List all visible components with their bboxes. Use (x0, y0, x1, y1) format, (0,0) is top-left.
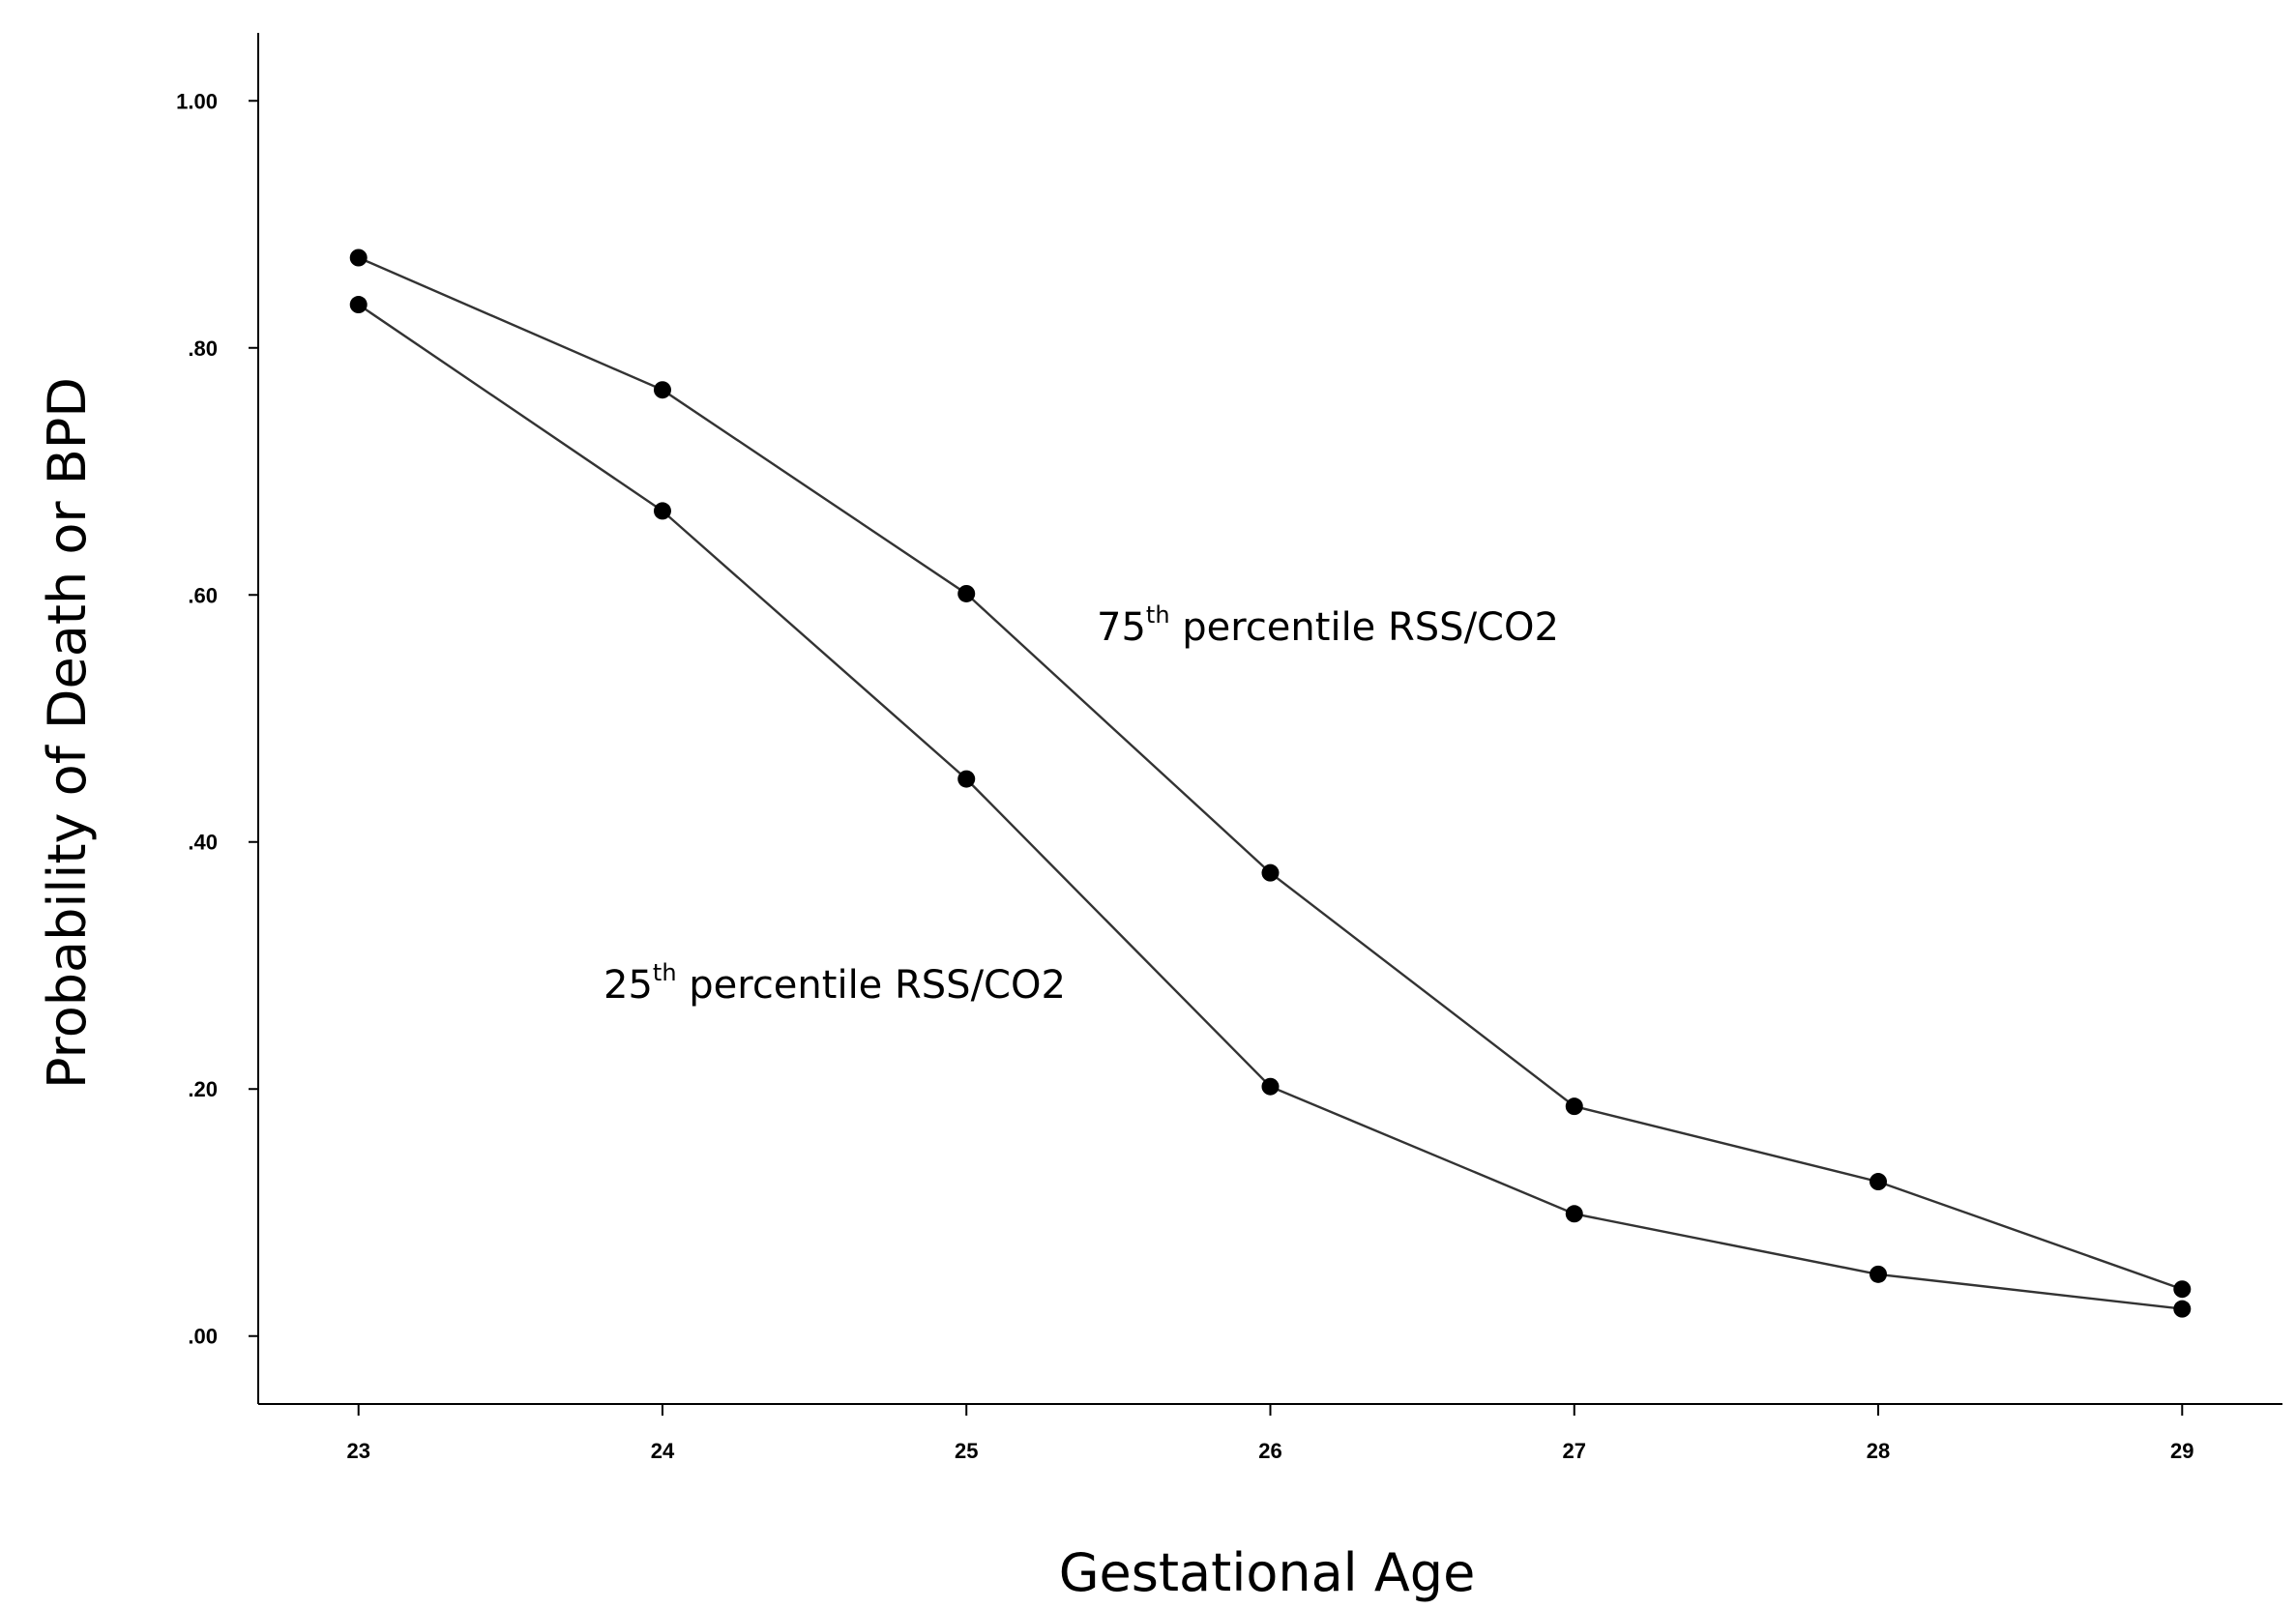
data-point (653, 502, 671, 520)
y-tick-label: .80 (188, 336, 218, 361)
data-point (349, 296, 368, 314)
series-label-25th-number: 25 (603, 963, 653, 1008)
y-axis-title: Probability of Death or BPD (37, 377, 98, 1089)
x-axis-ticks: 23 24 25 26 27 28 29 (346, 1404, 2194, 1463)
data-point (349, 249, 368, 267)
data-point (1565, 1097, 1583, 1116)
x-tick-label: 24 (651, 1439, 675, 1463)
data-point (957, 584, 976, 602)
data-point (2173, 1280, 2192, 1299)
series-line (358, 304, 2183, 1310)
x-tick-label: 25 (955, 1439, 978, 1463)
series-label-75th-superscript: th (1146, 601, 1170, 629)
data-point (1565, 1205, 1583, 1223)
series-label-75th: 75th percentile RSS/CO2 (1097, 601, 1559, 650)
x-tick-label: 27 (1563, 1439, 1586, 1463)
data-point (1869, 1173, 1888, 1191)
y-tick-label: 1.00 (176, 89, 218, 113)
data-point (1869, 1265, 1888, 1283)
x-tick-label: 26 (1258, 1439, 1281, 1463)
series-layer (349, 249, 2192, 1318)
y-axis-ticks: .00 .20 .40 .60 .80 1.00 (176, 89, 258, 1349)
series-label-25th-text: percentile RSS/CO2 (677, 963, 1066, 1008)
y-tick-label: .60 (188, 583, 218, 607)
series-75th (349, 249, 2192, 1299)
y-tick-label: .20 (188, 1077, 218, 1101)
x-tick-label: 23 (346, 1439, 369, 1463)
axes (257, 33, 2282, 1405)
series-label-75th-text: percentile RSS/CO2 (1170, 605, 1559, 650)
series-25th (349, 296, 2192, 1318)
data-point (653, 381, 671, 399)
data-point (2173, 1300, 2192, 1318)
data-point (957, 770, 976, 788)
x-tick-label: 28 (1867, 1439, 1890, 1463)
x-tick-label: 29 (2170, 1439, 2193, 1463)
series-label-75th-number: 75 (1097, 605, 1146, 650)
series-line (358, 256, 2183, 1291)
y-tick-label: .00 (188, 1325, 218, 1349)
y-tick-label: .40 (188, 831, 218, 855)
data-point (1261, 863, 1280, 882)
series-label-25th-superscript: th (653, 959, 677, 986)
series-label-25th: 25th percentile RSS/CO2 (603, 959, 1066, 1008)
x-axis-title: Gestational Age (1059, 1542, 1476, 1603)
data-point (1261, 1077, 1280, 1096)
